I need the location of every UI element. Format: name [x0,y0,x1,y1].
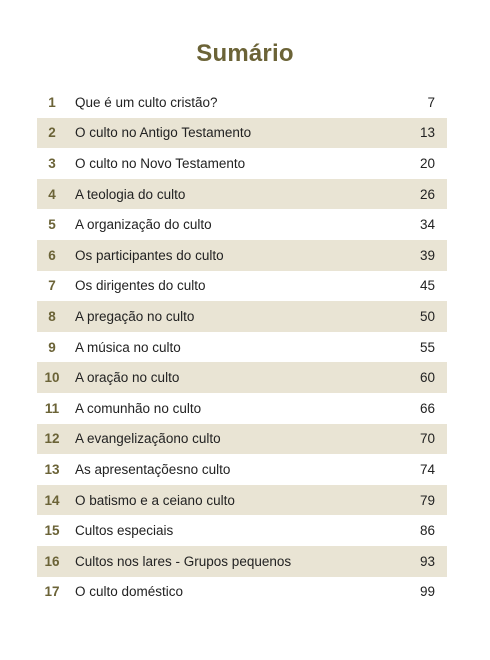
toc-entry-title: O culto no Novo Testamento [75,155,246,171]
toc-entry-number: 9 [48,339,56,355]
toc-entry: 5 A organização do culto 34 [37,209,447,240]
toc-entry: 1 Que é um culto cristão? 7 [37,87,447,118]
toc-entry: 13 As apresentaçõesno culto 74 [37,454,447,485]
toc-entry: 12 A evangelizaçãono culto 70 [37,423,447,455]
toc-entry: 3 O culto no Novo Testamento 20 [37,148,447,179]
toc-entry: 16 Cultos nos lares - Grupos pequenos 93 [37,545,447,577]
page-title: Sumário [196,40,294,67]
toc-entry-number: 5 [48,217,56,233]
toc-entry-number: 17 [44,584,60,600]
toc-entry: 2 O culto no Antigo Testamento 13 [37,117,447,149]
toc-entry-page: 50 [419,308,435,324]
toc-entry-page: 66 [419,400,435,416]
toc-entry-page: 7 [427,94,435,110]
toc-entry-page: 99 [419,584,435,600]
table-of-contents: 1 Que é um culto cristão? 7 2 O culto no Ant… [37,87,447,607]
toc-entry-title: O culto no Antigo Testamento [75,125,252,141]
toc-entry-page: 20 [419,155,435,171]
toc-entry: 4 A teologia do culto 26 [37,178,447,210]
toc-entry-page: 26 [419,186,435,202]
toc-entry-number: 6 [48,247,56,263]
toc-entry-title: A pregação no culto [75,308,195,324]
toc-entry: 14 O batismo e a ceiano culto 79 [37,484,447,516]
toc-entry: 17 O culto doméstico 99 [37,577,447,608]
toc-entry-title: A comunhão no culto [75,400,202,416]
toc-entry-number: 7 [48,278,56,294]
toc-entry-title: A evangelizaçãono culto [75,431,221,447]
toc-entry: 9 A música no culto 55 [37,332,447,363]
toc-entry: 11 A comunhão no culto 66 [37,393,447,424]
toc-entry-page: 93 [419,553,435,569]
toc-entry-title: O batismo e a ceiano culto [75,492,235,508]
toc-entry-page: 60 [419,370,435,386]
toc-entry-title: A organização do culto [75,217,212,233]
toc-entry-page: 79 [419,492,435,508]
toc-entry-page: 34 [419,217,435,233]
toc-entry-number: 4 [48,186,56,202]
toc-entry-number: 12 [44,431,60,447]
toc-entry-number: 8 [48,308,56,324]
toc-entry-title: Cultos nos lares - Grupos pequenos [75,553,292,569]
toc-entry-number: 1 [48,94,56,110]
toc-entry-number: 15 [44,523,60,539]
toc-entry-title: Cultos especiais [75,523,174,539]
toc-entry-number: 3 [48,155,56,171]
toc-entry-title: Os dirigentes do culto [75,278,206,294]
toc-entry: 7 Os dirigentes do culto 45 [37,271,447,302]
toc-entry-title: As apresentaçõesno culto [75,461,231,477]
toc-entry-number: 13 [44,461,60,477]
toc-entry-page: 39 [419,247,435,263]
toc-entry-title: Que é um culto cristão? [75,94,218,110]
toc-entry-title: Os participantes do culto [75,247,224,263]
toc-entry-title: O culto doméstico [75,584,184,600]
toc-entry: 10 A oração no culto 60 [37,362,447,393]
toc-entry: 6 Os participantes do culto 39 [37,239,447,271]
toc-entry-number: 16 [44,553,60,569]
toc-entry-page: 70 [419,431,435,447]
toc-entry-title: A teologia do culto [75,186,186,202]
toc-entry-page: 45 [419,278,435,294]
toc-entry-number: 2 [48,125,56,141]
toc-entry-title: A música no culto [75,339,181,355]
toc-entry-page: 74 [419,461,435,477]
toc-entry-number: 10 [44,370,60,386]
toc-entry-title: A oração no culto [75,370,180,386]
toc-entry: 8 A pregação no culto 50 [37,301,447,332]
toc-entry-number: 14 [44,492,60,508]
toc-entry-page: 13 [419,125,435,141]
toc-entry-number: 11 [44,400,60,416]
toc-entry-page: 86 [419,523,435,539]
toc-entry-page: 55 [419,339,435,355]
toc-entry: 15 Cultos especiais 86 [37,515,447,546]
